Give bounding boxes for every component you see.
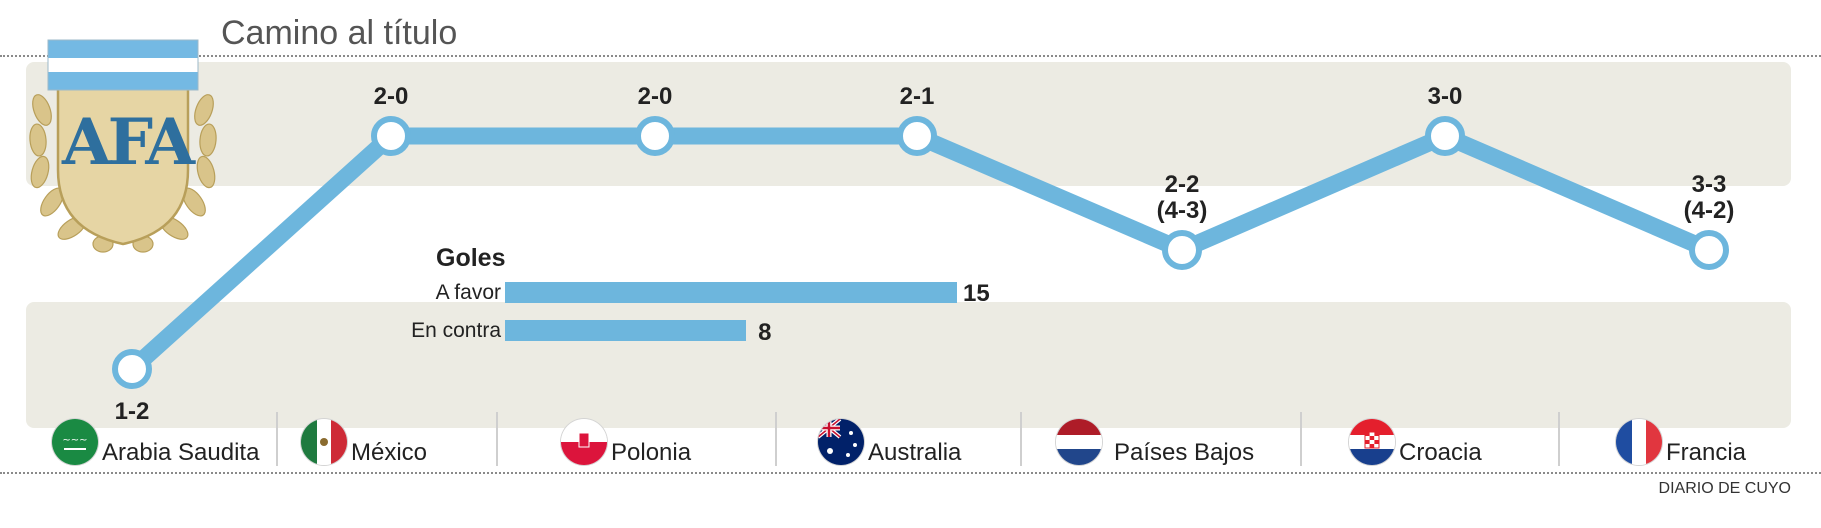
- team-name: Croacia: [1399, 439, 1482, 466]
- team-saudi-arabia: ~~~ Arabia Saudita: [52, 414, 259, 470]
- goals-against-label: En contra: [411, 319, 501, 342]
- score-penalties: (4-2): [1683, 197, 1735, 224]
- team-name: Arabia Saudita: [102, 439, 260, 466]
- score-label: 2-1: [877, 84, 957, 110]
- team-separator: [1558, 412, 1560, 466]
- team-poland: Polonia: [561, 414, 691, 470]
- score-label: 2-2 (4-3): [1142, 172, 1222, 224]
- score-main: 3-0: [1427, 83, 1463, 110]
- team-separator: [775, 412, 777, 466]
- team-name: Polonia: [611, 439, 692, 466]
- team-separator: [1020, 412, 1022, 466]
- page-title: Camino al título: [221, 14, 458, 52]
- team-name: Países Bajos: [1114, 439, 1255, 466]
- score-label: 1-2: [92, 399, 172, 425]
- goals-for-bar: [505, 282, 957, 303]
- goals-for-label: A favor: [435, 281, 501, 304]
- svg-text:~~~: ~~~: [62, 435, 87, 446]
- croatia-flag-icon: [1349, 419, 1395, 465]
- score-main: 2-2: [1164, 171, 1200, 198]
- score-label: 3-3 (4-2): [1669, 172, 1749, 224]
- goals-title: Goles: [436, 244, 506, 272]
- score-main: 3-3: [1691, 171, 1727, 198]
- goals-for-value: 15: [963, 280, 990, 307]
- match-point-3: [635, 116, 675, 156]
- poland-flag-icon: [561, 419, 607, 465]
- team-croatia: Croacia: [1349, 414, 1482, 470]
- mexico-flag-icon: [301, 419, 347, 465]
- score-label: 2-0: [351, 84, 431, 110]
- team-name: Australia: [868, 439, 962, 466]
- match-point-4: [897, 116, 937, 156]
- match-point-7: [1689, 230, 1729, 270]
- team-separator: [1300, 412, 1302, 466]
- team-australia: Australia: [818, 414, 961, 470]
- score-label: 3-0: [1405, 84, 1485, 110]
- score-label: 2-0: [615, 84, 695, 110]
- afa-crest-icon: [29, 39, 217, 253]
- team-name: México: [351, 439, 428, 466]
- bottom-dotted-rule: [0, 472, 1821, 474]
- goals-against-bar: [505, 320, 747, 341]
- loss-band: [26, 302, 1791, 428]
- score-main: 2-1: [899, 83, 935, 110]
- saudi-arabia-flag-icon: ~~~: [52, 419, 98, 465]
- score-main: 1-2: [114, 398, 150, 425]
- netherlands-flag-icon: [1056, 419, 1102, 465]
- score-main: 2-0: [373, 83, 409, 110]
- team-separator: [276, 412, 278, 466]
- match-point-6: [1425, 116, 1465, 156]
- team-netherlands: Países Bajos: [1056, 414, 1254, 470]
- australia-flag-icon: [818, 419, 864, 465]
- source-credit: DIARIO DE CUYO: [1658, 480, 1791, 497]
- match-point-5: [1162, 230, 1202, 270]
- afa-logo-text: AFA: [62, 105, 195, 180]
- team-mexico: México: [301, 414, 427, 470]
- goals-against-value: 8: [758, 319, 772, 346]
- score-penalties: (4-3): [1156, 197, 1208, 224]
- top-dotted-rule: [0, 55, 1821, 57]
- match-point-1: [112, 349, 152, 389]
- team-separator: [496, 412, 498, 466]
- france-flag-icon: [1616, 419, 1662, 465]
- match-point-2: [371, 116, 411, 156]
- team-name: Francia: [1666, 439, 1747, 466]
- team-france: Francia: [1616, 414, 1746, 470]
- score-main: 2-0: [637, 83, 673, 110]
